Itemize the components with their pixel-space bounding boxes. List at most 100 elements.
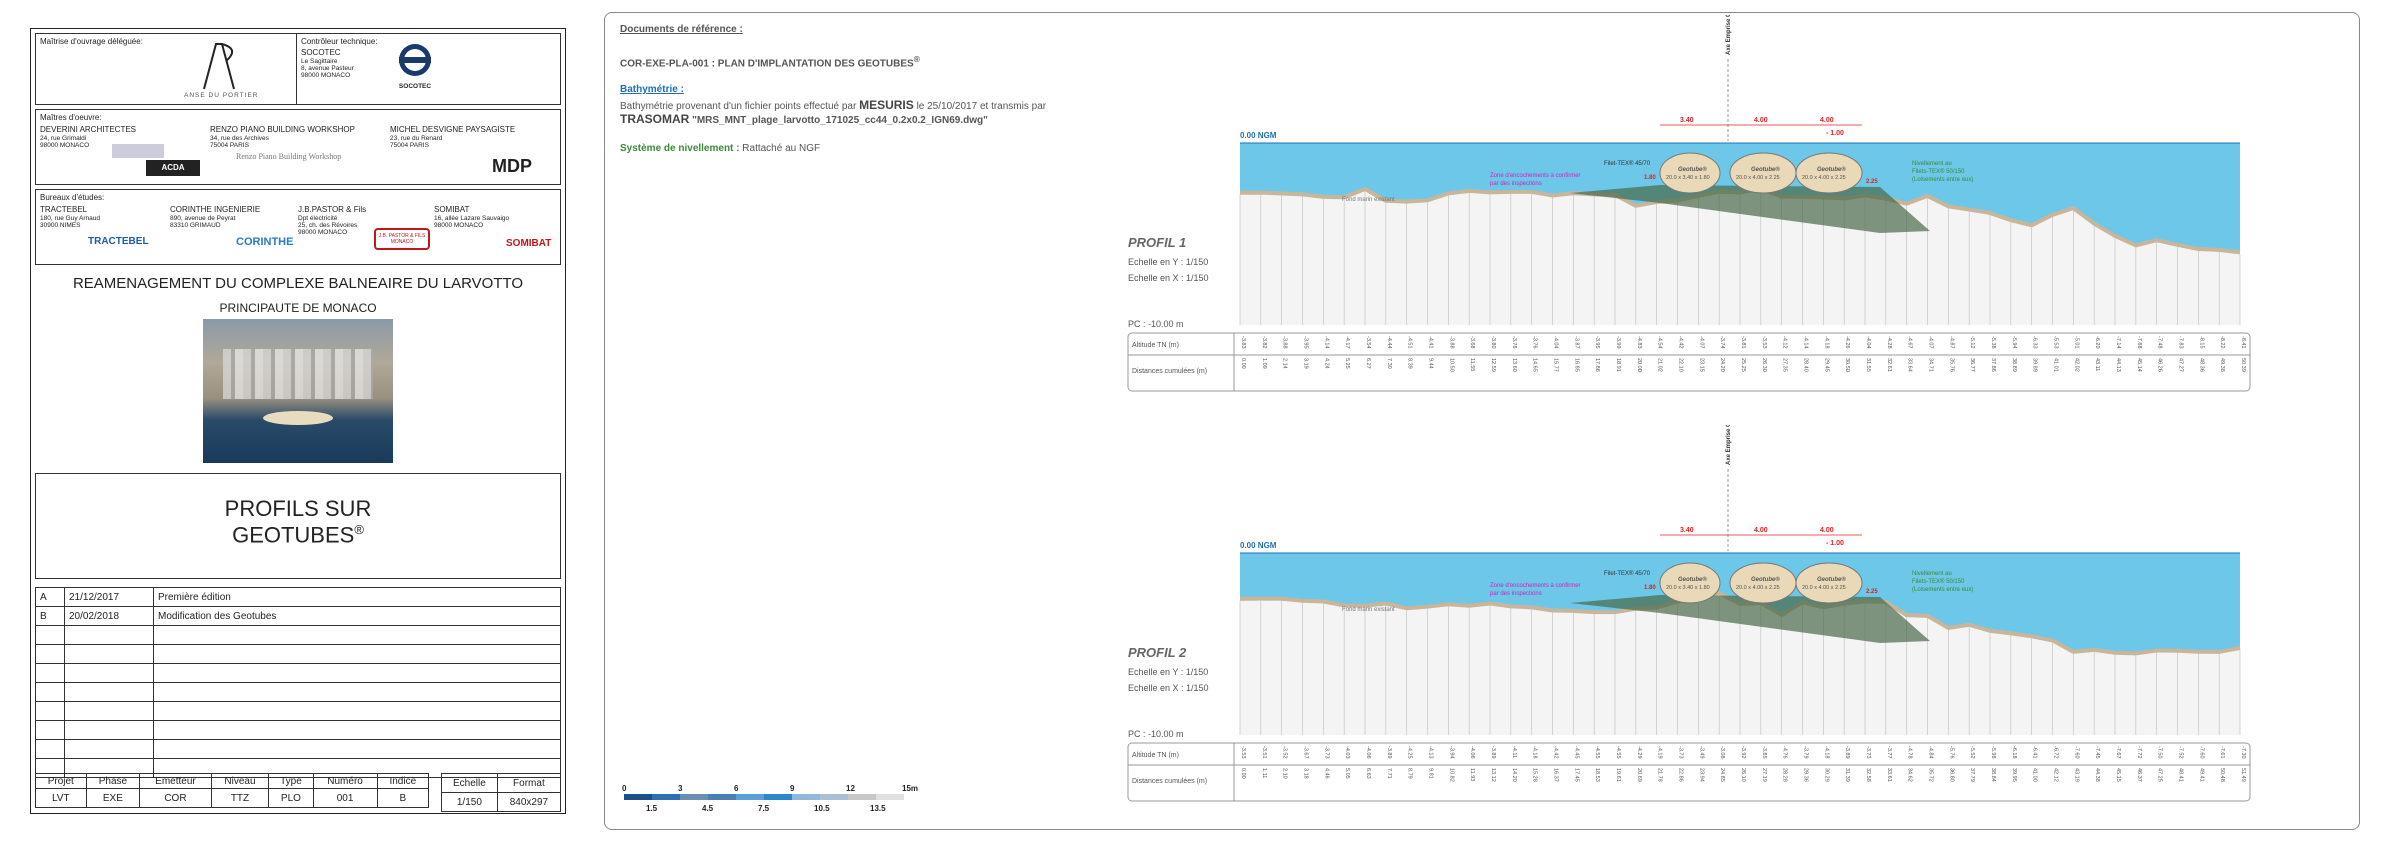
- revision-date: [64, 739, 154, 759]
- revision-row: [35, 644, 561, 664]
- drawing-frame: [604, 12, 2360, 830]
- altitude-value: -7.60: [2073, 746, 2079, 759]
- geotube-dim: 20.0 x 4.00 x 2.25: [1802, 585, 1846, 591]
- distance-value: 21.78: [1657, 768, 1663, 782]
- distance-value: 27.35: [1782, 358, 1788, 372]
- niv-value: Rattaché au NGF: [742, 143, 821, 154]
- scale-x: Echelle en X : 1/150: [1128, 273, 1209, 283]
- geotube-label: Geotube®: [1678, 166, 1707, 173]
- scale-bottom-label: 10.5: [814, 804, 830, 813]
- ref-doc1: COR-EXE-PLA-001 : PLAN D'IMPLANTATION DE…: [620, 58, 914, 70]
- be3-addr1: Dpt électricité: [298, 215, 338, 222]
- geotube-1: [1659, 562, 1721, 604]
- distance-value: 5.05: [1344, 768, 1350, 779]
- scale-bottom-label: 13.5: [870, 804, 886, 813]
- distance-value: 31.55: [1865, 358, 1871, 372]
- moe-label: Maîtres d'oeuvre:: [40, 113, 102, 122]
- altitude-value: -6.72: [2053, 746, 2059, 759]
- ctrl-addr2: 8, avenue Pasteur: [301, 65, 354, 72]
- revision-desc: [153, 682, 561, 702]
- scale-segment: [680, 794, 708, 800]
- altitude-value: -4.55: [1594, 746, 1600, 759]
- photo-buildings: [223, 349, 373, 399]
- distance-value: 16.37: [1553, 768, 1559, 782]
- distance-value: 45.14: [2136, 358, 2142, 372]
- distance-value: 24.20: [1719, 358, 1725, 372]
- be3-addr2: 25, ch. des Révoires: [298, 222, 358, 229]
- geotube-label: Geotube®: [1817, 166, 1846, 173]
- distance-value: 12.59: [1490, 358, 1496, 372]
- scale-segment: [820, 794, 848, 800]
- altitude-value: -3.68: [1469, 336, 1475, 349]
- ngm-label: 0.00 NGM: [1240, 541, 1277, 550]
- altitude-value: -4.87: [1948, 336, 1954, 349]
- distance-value: 4.24: [1323, 358, 1329, 369]
- id-value: EXE: [85, 788, 141, 808]
- distance-value: 47.27: [2178, 358, 2184, 372]
- be3-name: J.B.PASTOR & Fils: [298, 205, 367, 214]
- distance-value: 22.86: [1678, 768, 1684, 782]
- project-title: REAMENAGEMENT DU COMPLEXE BALNEAIRE DU L…: [72, 275, 524, 292]
- bathy-file: "MRS_MNT_plage_larvotto_171025_cc44_0.2x…: [692, 115, 988, 126]
- altitude-value: -4.19: [1657, 746, 1663, 759]
- revision-desc: [153, 663, 561, 683]
- altitude-value: -7.83: [2178, 336, 2184, 349]
- height-1: 1.80: [1644, 585, 1656, 591]
- distance-value: 33.61: [1886, 768, 1892, 782]
- id-value: PLO: [268, 788, 314, 808]
- doc-title-text: GEOTUBES: [232, 522, 355, 548]
- altitude-value: -3.89: [1490, 746, 1496, 759]
- acda-image: [112, 144, 164, 158]
- scale-segment: [652, 794, 680, 800]
- altitude-value: -7.88: [2136, 336, 2142, 349]
- moa-label: Maîtrise d'ouvrage déléguée:: [40, 37, 143, 46]
- fond-label: Fond marin existant: [1342, 197, 1395, 203]
- revision-ind: [35, 701, 65, 721]
- id-header: Emetteur: [139, 773, 212, 789]
- revision-ind: [35, 682, 65, 702]
- moe2-name: RENZO PIANO BUILDING WORKSHOP: [210, 125, 355, 134]
- distance-value: 47.25: [2157, 768, 2163, 782]
- scale-segment: [624, 794, 652, 800]
- revision-ind: [35, 625, 65, 645]
- doc-title-line2: GEOTUBES®: [36, 522, 560, 548]
- distance-value: 6.63: [1365, 768, 1371, 779]
- distance-value: 25.25: [1740, 358, 1746, 372]
- revision-ind: [35, 644, 65, 664]
- altitude-value: -7.48: [2157, 336, 2163, 349]
- filet-label: Filet-TEX® 45/70: [1604, 570, 1651, 577]
- distance-value: 10.50: [1448, 358, 1454, 372]
- tractebel-logo: TRACTEBEL: [88, 236, 149, 247]
- geotube-label: Geotube®: [1751, 576, 1780, 583]
- distance-value: 44.38: [2094, 768, 2100, 782]
- distance-value: 34.62: [1907, 768, 1913, 782]
- profile-drawing: 0.00 NGM Geotube® 20.0 x 3.40 x 1.80 Geotub…: [1127, 425, 2251, 802]
- distance-value: 43.11: [2094, 358, 2100, 371]
- geotube-1: [1659, 152, 1721, 194]
- be3-addr3: 98000 MONACO: [298, 229, 348, 236]
- altitude-value: -8.15: [2198, 336, 2204, 349]
- dim-2: 4.00: [1754, 527, 1768, 534]
- profile-drawing: 0.00 NGM Geotube® 20.0 x 3.40 x 1.80 Geotub…: [1127, 15, 2251, 392]
- id-value: 001: [312, 788, 378, 808]
- scale-top-label: 6: [734, 784, 739, 793]
- altitude-value: -4.55: [1615, 746, 1621, 759]
- altitude-value: -8.41: [2240, 336, 2246, 349]
- distance-value: 6.27: [1365, 358, 1371, 369]
- revision-date: 21/12/2017: [64, 587, 154, 607]
- ctrl-addr1: Le Sagittaire: [301, 58, 338, 65]
- distance-value: 41.00: [2032, 768, 2038, 782]
- distance-value: 30.29: [1823, 768, 1829, 782]
- distance-value: 1.09: [1261, 358, 1267, 369]
- niv-label-1: Nivellement au: [1912, 161, 1952, 167]
- altitude-value: -3.87: [1573, 336, 1579, 349]
- altitude-value: -3.95: [1303, 336, 1309, 349]
- ctrl-addr3: 98000 MONACO: [301, 72, 351, 79]
- distance-value: 17.86: [1594, 358, 1600, 372]
- zone-label-2: par des inspections: [1490, 591, 1542, 597]
- niv-label-3: (Loisements entre eux): [1912, 177, 1973, 183]
- be4-addr1: 16, allée Lazare Sauvaigo: [434, 215, 510, 222]
- id-value: TTZ: [210, 788, 270, 808]
- be2-name: CORINTHE INGENIERIE: [170, 205, 261, 214]
- altitude-value: -3.82: [1261, 336, 1267, 349]
